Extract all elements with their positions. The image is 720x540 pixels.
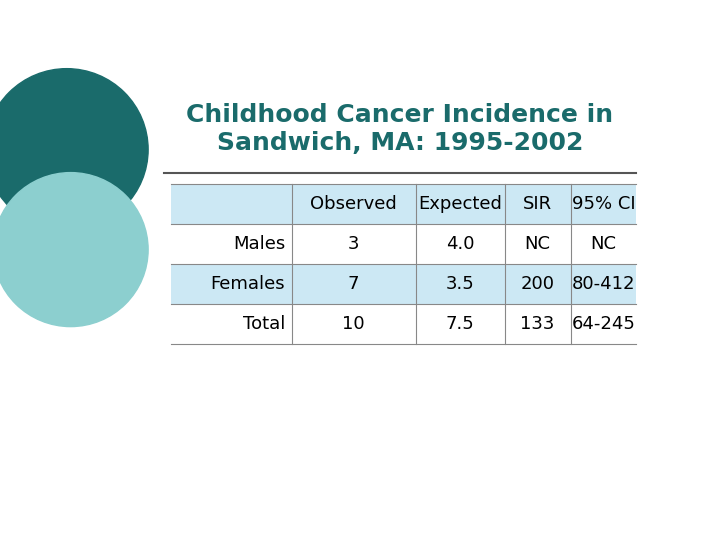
Circle shape	[0, 69, 148, 231]
Circle shape	[0, 173, 148, 327]
Text: Males: Males	[233, 235, 285, 253]
Text: 133: 133	[521, 315, 554, 333]
Text: 64-245: 64-245	[572, 315, 635, 333]
Text: 4.0: 4.0	[446, 235, 474, 253]
Text: Observed: Observed	[310, 195, 397, 213]
Text: 3.5: 3.5	[446, 275, 474, 293]
FancyBboxPatch shape	[171, 264, 636, 304]
Text: Females: Females	[211, 275, 285, 293]
Text: 95% CI: 95% CI	[572, 195, 635, 213]
Text: Total: Total	[243, 315, 285, 333]
FancyBboxPatch shape	[171, 304, 636, 345]
Text: NC: NC	[525, 235, 551, 253]
Text: NC: NC	[590, 235, 616, 253]
FancyBboxPatch shape	[171, 224, 636, 264]
Text: Childhood Cancer Incidence in
Sandwich, MA: 1995-2002: Childhood Cancer Incidence in Sandwich, …	[186, 103, 613, 155]
Text: 3: 3	[348, 235, 359, 253]
Text: 7: 7	[348, 275, 359, 293]
Text: 10: 10	[342, 315, 365, 333]
FancyBboxPatch shape	[171, 184, 636, 224]
Text: 7.5: 7.5	[446, 315, 474, 333]
Text: SIR: SIR	[523, 195, 552, 213]
Text: Expected: Expected	[418, 195, 502, 213]
Text: 200: 200	[521, 275, 554, 293]
Text: 80-412: 80-412	[572, 275, 635, 293]
